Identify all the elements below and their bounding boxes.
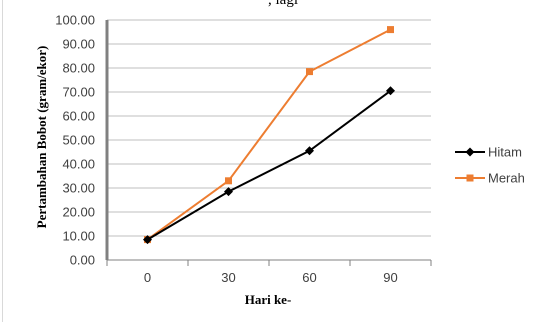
y-tick-label: 70.00 xyxy=(62,85,95,100)
series-line xyxy=(146,28,391,241)
data-point xyxy=(225,177,232,185)
axes xyxy=(105,20,432,266)
data-point xyxy=(143,235,152,245)
legend: Hitam Merah xyxy=(455,145,525,186)
legend-swatch-marker xyxy=(465,147,475,157)
y-tick-label: 20.00 xyxy=(62,205,95,220)
x-axis-title: Hari ke- xyxy=(245,292,292,307)
x-tick-label: 30 xyxy=(221,270,235,285)
legend-label: Merah xyxy=(488,171,525,186)
series-hitam xyxy=(143,86,395,245)
top-text-fragment: , lagi xyxy=(268,0,298,8)
y-tick-label: 100.00 xyxy=(55,13,95,28)
y-tick-label: 80.00 xyxy=(62,61,95,76)
x-tick-label: 60 xyxy=(302,270,316,285)
x-tick-labels: 0 30 60 90 xyxy=(144,270,398,285)
legend-item-hitam: Hitam xyxy=(455,145,522,160)
y-tick-label: 60.00 xyxy=(62,109,95,124)
y-tick-label: 30.00 xyxy=(62,181,95,196)
series xyxy=(143,26,395,245)
y-tick-label: 40.00 xyxy=(62,157,95,172)
series-line xyxy=(146,89,392,241)
data-point xyxy=(386,86,395,96)
data-point xyxy=(387,26,394,34)
y-tick-label: 10.00 xyxy=(62,229,95,244)
y-axis-title: Pertambahan Bobot (gram/ekor) xyxy=(34,46,49,229)
legend-item-merah: Merah xyxy=(455,171,525,186)
y-tick-label: 90.00 xyxy=(62,37,95,52)
x-tick-label: 0 xyxy=(144,270,151,285)
data-point xyxy=(224,187,233,197)
y-tick-label: 50.00 xyxy=(62,133,95,148)
data-point xyxy=(306,68,313,76)
data-point xyxy=(305,146,314,156)
y-tick-label: 0.00 xyxy=(70,253,95,268)
x-tick-label: 90 xyxy=(383,270,397,285)
legend-swatch-marker xyxy=(466,174,474,182)
y-tick-labels: 0.00 10.00 20.00 30.00 40.00 50.00 60.00 70.00 8… xyxy=(55,13,95,268)
legend-label: Hitam xyxy=(488,145,522,160)
grid-lines xyxy=(107,19,431,237)
